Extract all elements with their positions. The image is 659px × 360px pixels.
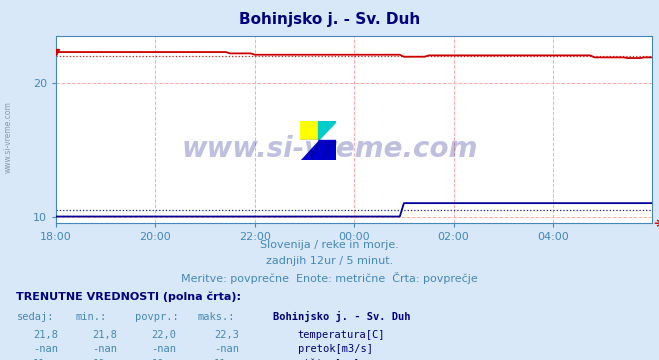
Text: www.si-vreme.com: www.si-vreme.com: [4, 101, 13, 173]
Text: -nan: -nan: [152, 344, 177, 354]
Text: maks.:: maks.:: [198, 312, 235, 322]
Text: 10: 10: [92, 359, 105, 360]
Text: zadnjih 12ur / 5 minut.: zadnjih 12ur / 5 minut.: [266, 256, 393, 266]
Text: višina[cm]: višina[cm]: [298, 359, 360, 360]
Text: sedaj:: sedaj:: [16, 312, 54, 322]
Text: TRENUTNE VREDNOSTI (polna črta):: TRENUTNE VREDNOSTI (polna črta):: [16, 292, 241, 302]
Text: povpr.:: povpr.:: [135, 312, 179, 322]
Text: pretok[m3/s]: pretok[m3/s]: [298, 344, 373, 354]
Text: Bohinjsko j. - Sv. Duh: Bohinjsko j. - Sv. Duh: [239, 12, 420, 27]
Text: 10: 10: [152, 359, 164, 360]
Text: Bohinjsko j. - Sv. Duh: Bohinjsko j. - Sv. Duh: [273, 311, 411, 322]
Text: 22,0: 22,0: [152, 330, 177, 340]
Text: -nan: -nan: [33, 344, 58, 354]
Text: 21,8: 21,8: [92, 330, 117, 340]
Text: 11: 11: [214, 359, 227, 360]
Polygon shape: [318, 121, 336, 140]
Text: Slovenija / reke in morje.: Slovenija / reke in morje.: [260, 240, 399, 250]
Text: min.:: min.:: [76, 312, 107, 322]
Text: -nan: -nan: [214, 344, 239, 354]
Text: www.si-vreme.com: www.si-vreme.com: [181, 135, 478, 163]
Text: temperatura[C]: temperatura[C]: [298, 330, 386, 340]
Polygon shape: [300, 121, 318, 140]
Text: Meritve: povprečne  Enote: metrične  Črta: povprečje: Meritve: povprečne Enote: metrične Črta:…: [181, 272, 478, 284]
Text: 21,8: 21,8: [33, 330, 58, 340]
Text: -nan: -nan: [92, 344, 117, 354]
Text: 22,3: 22,3: [214, 330, 239, 340]
Polygon shape: [300, 140, 318, 160]
Text: 11: 11: [33, 359, 45, 360]
Polygon shape: [300, 140, 336, 160]
